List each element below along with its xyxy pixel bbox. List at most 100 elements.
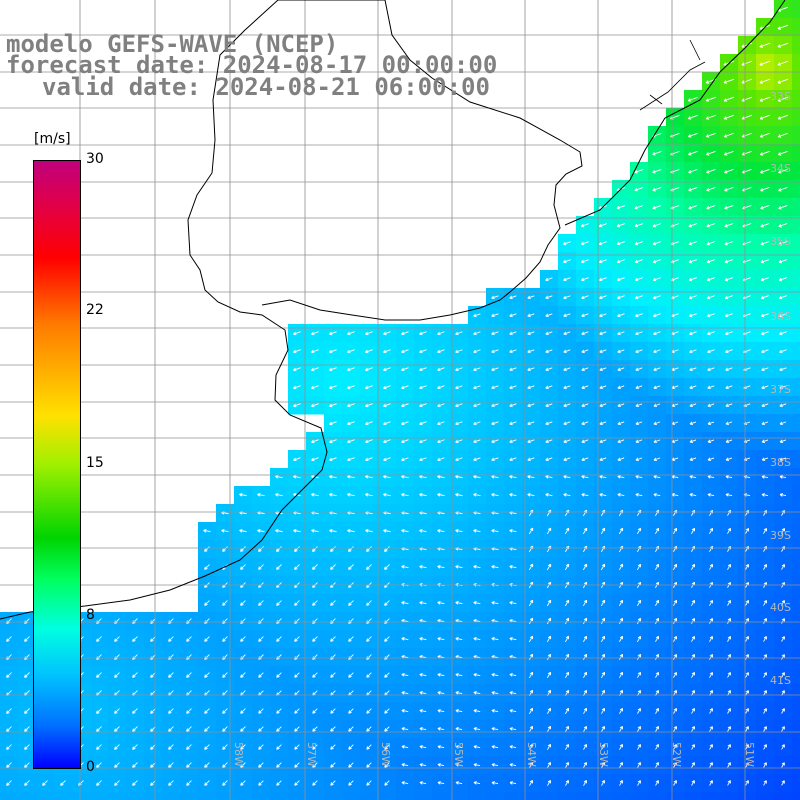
wind-arrow — [689, 439, 697, 443]
wind-arrow — [547, 761, 551, 768]
wind-arrow — [617, 349, 625, 354]
wind-arrow — [347, 457, 355, 462]
wind-arrow — [598, 241, 607, 246]
colorbar-tick-label: 0 — [86, 759, 95, 775]
wind-cell — [180, 792, 199, 800]
wind-cell — [792, 270, 800, 289]
wind-arrow — [509, 475, 517, 479]
wind-arrow — [473, 727, 481, 731]
wind-arrow — [276, 564, 282, 570]
wind-arrow — [437, 349, 445, 354]
wind-arrow — [509, 727, 517, 731]
wind-arrow — [491, 313, 499, 318]
wind-arrow — [6, 636, 12, 642]
wind-arrow — [312, 780, 318, 786]
wind-arrow — [691, 527, 696, 534]
wind-cell — [468, 792, 487, 800]
wind-arrow — [366, 780, 372, 786]
wind-arrow — [727, 744, 731, 750]
wind-arrow — [509, 763, 517, 767]
wind-arrow — [760, 259, 770, 264]
wind-arrow — [204, 762, 210, 768]
wind-arrow — [617, 331, 625, 336]
wind-arrow — [240, 636, 246, 642]
wind-arrow — [365, 367, 373, 372]
latitude-label: 33S — [770, 90, 791, 103]
wind-arrow — [727, 527, 732, 534]
wind-arrow — [347, 439, 355, 444]
colorbar-tick-label: 8 — [86, 607, 95, 623]
wind-arrow — [760, 168, 770, 174]
wind-arrow — [564, 635, 570, 643]
wind-arrow — [491, 403, 499, 408]
wind-arrow — [186, 744, 192, 750]
wind-arrow — [763, 527, 767, 534]
wind-arrow — [563, 259, 571, 264]
wind-cell — [342, 792, 361, 800]
wind-arrow — [601, 725, 605, 732]
wind-arrow — [706, 313, 715, 318]
wind-arrow — [563, 331, 571, 336]
wind-arrow — [601, 780, 605, 786]
wind-arrow — [599, 385, 607, 390]
wind-arrow — [258, 672, 264, 678]
wind-arrow — [616, 223, 626, 228]
wind-arrow — [705, 96, 717, 102]
wind-arrow — [688, 277, 698, 282]
wind-arrow — [401, 403, 409, 408]
wind-cell — [0, 792, 19, 800]
wind-arrow — [724, 204, 734, 210]
wind-arrow — [724, 295, 733, 300]
wind-arrow — [582, 617, 588, 625]
wind-arrow — [563, 439, 571, 444]
wind-arrow — [384, 600, 390, 606]
wind-arrow — [348, 708, 354, 714]
wind-arrow — [96, 744, 102, 750]
wind-arrow — [635, 385, 643, 390]
wind-arrow — [419, 745, 427, 749]
wind-arrow — [652, 259, 662, 264]
wind-arrow — [691, 671, 695, 678]
wind-arrow — [401, 331, 409, 336]
wind-arrow — [204, 708, 210, 714]
colorbar-tick-label: 30 — [86, 151, 104, 167]
wind-arrow — [276, 708, 282, 714]
wind-cell — [234, 792, 253, 800]
wind-arrow — [419, 457, 427, 462]
wind-arrow — [763, 618, 767, 624]
wind-arrow — [491, 457, 499, 462]
wind-arrow — [168, 780, 174, 786]
wind-arrow — [545, 295, 553, 300]
wind-arrow — [619, 617, 624, 624]
wind-arrow — [401, 781, 409, 785]
wind-arrow — [24, 708, 30, 714]
wind-arrow — [601, 762, 605, 768]
longitude-labels: 58W 57W 56W 55W 54W 53W 52W 51W — [232, 742, 756, 767]
wind-arrow — [655, 671, 659, 678]
wind-arrow — [581, 385, 589, 390]
wind-arrow — [778, 204, 788, 210]
wind-arrow — [365, 528, 373, 533]
wind-arrow — [688, 168, 698, 174]
wind-arrow — [491, 474, 499, 479]
wind-arrow — [688, 313, 697, 318]
wind-arrow — [673, 762, 677, 768]
wind-arrow — [6, 672, 12, 678]
wind-arrow — [563, 457, 571, 462]
wind-arrow — [599, 313, 607, 318]
wind-cell — [792, 36, 800, 55]
wind-arrow — [24, 636, 30, 642]
wind-arrow — [637, 599, 642, 606]
wind-arrow — [761, 457, 769, 461]
wind-arrow — [258, 546, 264, 552]
wind-arrow — [401, 727, 409, 731]
wind-arrow — [723, 78, 735, 84]
wind-arrow — [545, 277, 553, 282]
wind-arrow — [366, 600, 372, 606]
wind-arrow — [691, 780, 695, 786]
wind-arrow — [724, 168, 734, 174]
wind-arrow — [330, 636, 336, 642]
wind-arrow — [383, 421, 391, 426]
wind-arrow — [509, 601, 517, 605]
